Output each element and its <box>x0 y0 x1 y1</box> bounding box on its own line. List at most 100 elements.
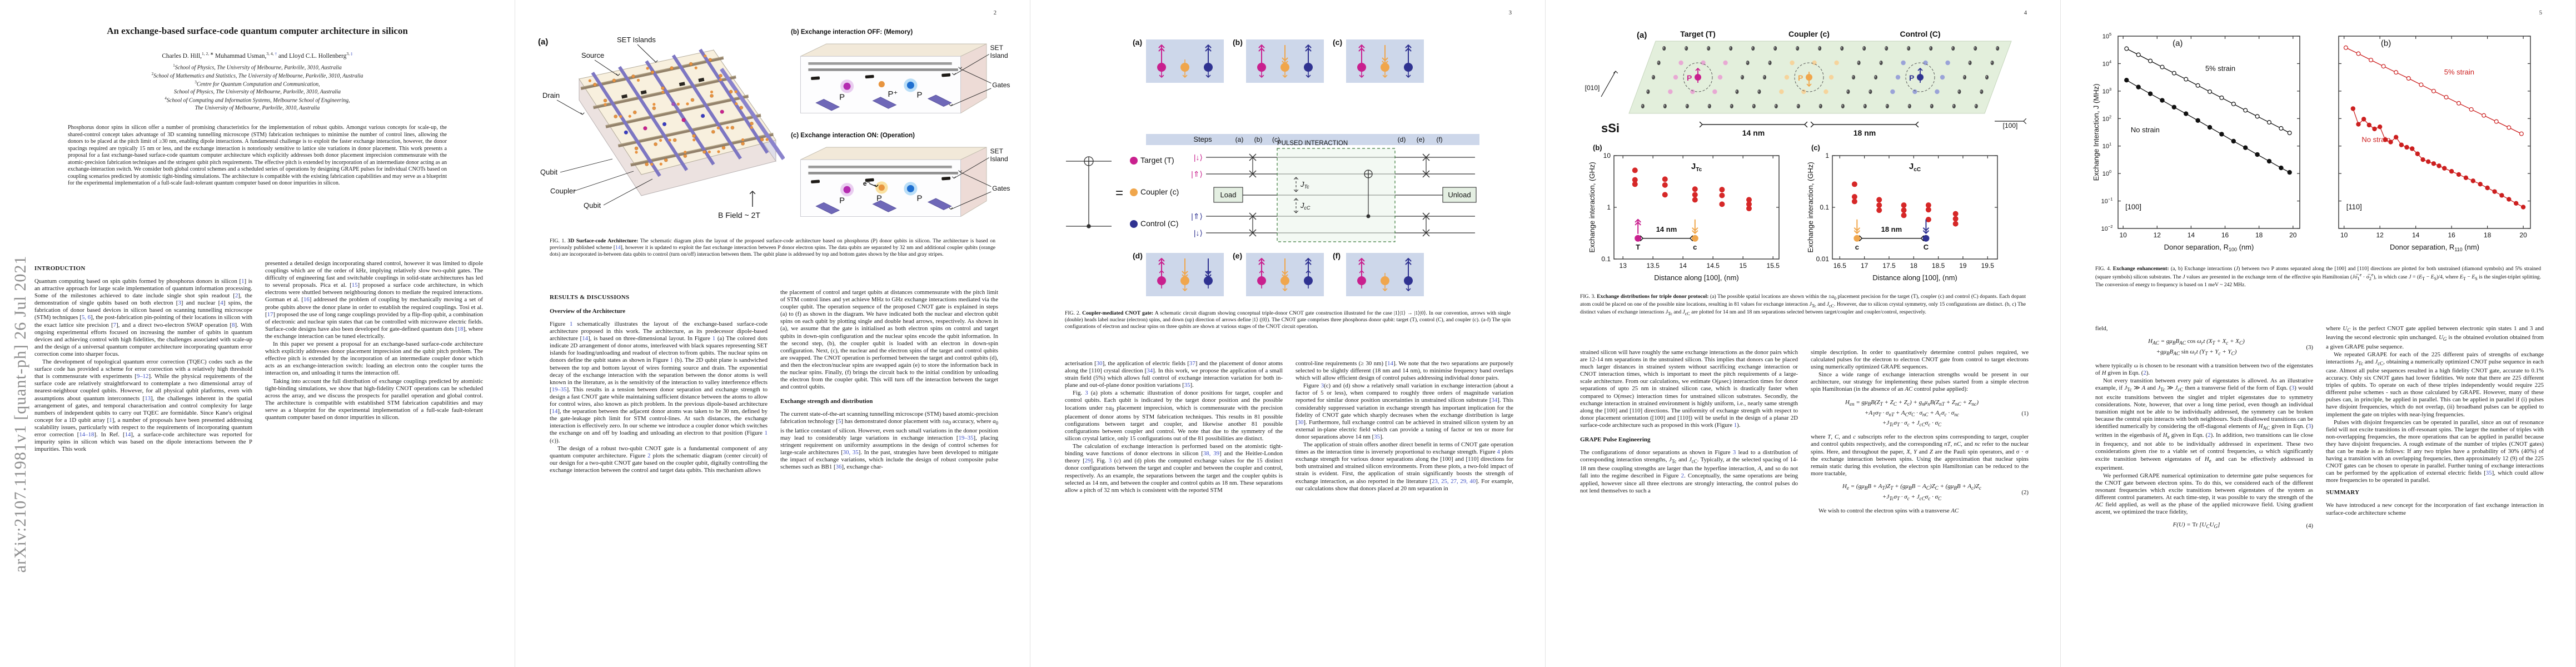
svg-text:Target (T): Target (T) <box>1140 156 1174 165</box>
svg-text:[100]: [100] <box>2003 122 2018 130</box>
svg-text:|⇑⟩: |⇑⟩ <box>1191 170 1203 178</box>
svg-text:19.5: 19.5 <box>1981 262 1995 270</box>
svg-text:14: 14 <box>1680 262 1687 270</box>
svg-text:1: 1 <box>1825 152 1829 160</box>
affiliation-line: The University of Melbourne, Parkville, … <box>195 105 320 112</box>
svg-text:18: 18 <box>2255 231 2263 239</box>
svg-text:14.5: 14.5 <box>1707 262 1720 270</box>
equation-1-body: Hen = gμBB(ZT + ZC + Zc) + gnμnB(ZnT + Z… <box>1845 399 1979 428</box>
affiliation-line: School of Physics, The University of Mel… <box>173 89 341 96</box>
paragraph: The development of topological quantum e… <box>34 359 252 453</box>
paragraph: field, <box>2095 325 2108 332</box>
svg-text:JTc: JTc <box>1691 162 1702 173</box>
page4-right-column: simple description. In order to quantita… <box>1811 349 2029 661</box>
paragraph: The current state-of-the-art scanning tu… <box>780 411 998 471</box>
figure-2: (a) (b) (c) (d) (e) (f) Steps (a) (b) (c) (d) (e) (f… <box>1057 31 1518 304</box>
svg-text:Source: Source <box>581 51 604 59</box>
affiliation-line: 1School of Physics, The University of Me… <box>173 63 342 71</box>
section-heading-results: RESULTS & DISCUSSIONS <box>550 294 630 301</box>
svg-text:Coupler: Coupler <box>550 187 576 195</box>
svg-text:(b): (b) <box>2381 38 2391 48</box>
svg-text:(c): (c) <box>1272 136 1280 143</box>
page-number: 4 <box>2024 10 2027 16</box>
page3-left-column: acterisation [30], the application of el… <box>1065 360 1283 661</box>
svg-text:P⁺: P⁺ <box>888 90 898 99</box>
svg-text:104: 104 <box>2102 59 2111 67</box>
svg-text:13.5: 13.5 <box>1647 262 1660 270</box>
svg-text:16.5: 16.5 <box>1833 262 1847 270</box>
equation-4: F(U) = Tr [UCUG] (4) <box>2095 520 2313 531</box>
page5-right-column: where UC is the perfect CNOT gate applie… <box>2326 325 2544 661</box>
svg-text:Qubit: Qubit <box>540 168 557 176</box>
svg-text:Gates: Gates <box>992 185 1010 192</box>
page-1: arXiv:2107.11981v1 [quant-ph] 26 Jul 202… <box>0 0 515 667</box>
section-heading-introduction: INTRODUCTION <box>34 265 86 272</box>
equation-4-body: F(U) = Tr [UCUG] <box>2173 521 2220 530</box>
page-number: 5 <box>2539 10 2542 16</box>
figure-4a-chart: 10 12 14 16 18 20 10−2 10−1 100 101 102 103 104 105 Do… <box>2091 31 2305 257</box>
paragraph: control-line requirements (≥ 30 nm) [14]… <box>1296 360 1513 382</box>
paragraph: acterisation [30], the application of el… <box>1065 360 1283 389</box>
figure-3a-lattice: P P P Target (T) Coupler (c) Control (C) [010]… <box>1585 29 2027 137</box>
paragraph: where T, C, and c subscripts refer to th… <box>1811 434 2029 477</box>
svg-text:18 nm: 18 nm <box>1881 225 1902 233</box>
svg-text:105: 105 <box>2102 32 2111 40</box>
paragraph: strained silicon will have roughly the s… <box>1580 349 1798 429</box>
svg-text:(f): (f) <box>1436 136 1442 143</box>
paragraph: simple description. In order to quantita… <box>1811 349 2029 371</box>
affiliation-line: 4School of Computing and Information Sys… <box>165 96 350 104</box>
figure-1c-title: (c) Exchange interaction ON: (Operation) <box>791 132 915 139</box>
svg-text:|↓⟩: |↓⟩ <box>1194 153 1203 162</box>
svg-text:T: T <box>1636 243 1640 251</box>
page-3: 3 (a) (b) (c) (d) (e) (f) Steps (a) (b) (c) (d) (e)… <box>1030 0 1546 667</box>
page5-left-column: field, HAC = gμBBAC cos ωrt (XT + Xc + X… <box>2095 325 2313 661</box>
arxiv-identifier: arXiv:2107.11981v1 [quant-ph] 26 Jul 202… <box>11 255 29 573</box>
page2-right-column: the placement of control and target qubi… <box>780 289 998 661</box>
svg-text:SET: SET <box>990 44 1004 52</box>
svg-text:(e): (e) <box>1233 251 1242 260</box>
svg-text:Coupler (c): Coupler (c) <box>1788 29 1830 38</box>
figure-1c: (c) Exchange interaction ON: (Operation)… <box>788 132 1010 231</box>
paragraph: We repeated GRAPE for each of the 225 di… <box>2326 351 2544 418</box>
svg-text:10−1: 10−1 <box>2101 197 2113 205</box>
page2-left-column: RESULTS & DISCUSSIONS Overview of the Ar… <box>550 289 768 661</box>
svg-text:Distance along [100], (nm): Distance along [100], (nm) <box>1654 273 1738 282</box>
svg-text:|⇑⟩: |⇑⟩ <box>1191 212 1203 221</box>
equation-2: He = (gμBB + AT)ZT + (gμBB − AC)ZC + (gμ… <box>1811 482 2029 503</box>
svg-text:5% strain: 5% strain <box>2205 64 2235 72</box>
svg-text:Gates: Gates <box>992 81 1010 89</box>
svg-text:c: c <box>1855 243 1859 251</box>
svg-text:Exchange interaction, (GHz): Exchange interaction, (GHz) <box>1806 162 1815 252</box>
svg-text:15: 15 <box>1740 262 1747 270</box>
svg-text:Distance along [100], (nm): Distance along [100], (nm) <box>1872 273 1957 282</box>
figure-1a-3d-architecture: (a) SET Islands Source Drain Qubit Coupler Qub… <box>538 36 785 220</box>
affiliation-line: 3Centre for Quantum Computation and Comm… <box>195 80 320 88</box>
page1-left-column: INTRODUCTION Quantum computing based on … <box>34 260 252 661</box>
paragraph: The design of a robust two-qubit CNOT ga… <box>550 445 768 474</box>
svg-text:10: 10 <box>2340 231 2348 239</box>
figure-3c-chart: 16.5 17 17.5 18 18.5 19 19.5 1 0.1 0.01 Distance a… <box>1806 150 2003 287</box>
figure-2-cnot-circuit: (a) (b) (c) (d) (e) (f) Steps (a) (b) (c) (d) (e) (f… <box>1066 38 1479 296</box>
svg-text:[010]: [010] <box>1585 84 1600 92</box>
svg-text:PULSED INTERACTION: PULSED INTERACTION <box>1277 140 1348 147</box>
svg-text:Steps: Steps <box>1193 135 1212 143</box>
svg-text:10: 10 <box>2119 231 2127 239</box>
svg-text:18: 18 <box>1910 262 1918 270</box>
paragraph: presented a detailed design incorporatin… <box>265 260 483 340</box>
svg-text:(a): (a) <box>2173 38 2183 48</box>
affiliation-line: 2School of Mathematics and Statistics, T… <box>151 72 363 79</box>
svg-text:20: 20 <box>2519 231 2527 239</box>
svg-text:Unload: Unload <box>1448 191 1471 199</box>
svg-text:[100]: [100] <box>2125 202 2141 211</box>
paragraph: where typically ω is chosen to be resona… <box>2095 362 2313 377</box>
svg-text:14 nm: 14 nm <box>1742 128 1765 137</box>
svg-text:(a): (a) <box>1235 136 1244 143</box>
svg-text:16: 16 <box>2448 231 2455 239</box>
svg-text:1: 1 <box>1607 203 1611 211</box>
affiliations: 1School of Physics, The University of Me… <box>33 63 481 112</box>
figure-3-caption: FIG. 3. Exchange distributions for tripl… <box>1580 293 2026 317</box>
subsection-heading-exchange: Exchange strength and distribution <box>780 398 873 405</box>
